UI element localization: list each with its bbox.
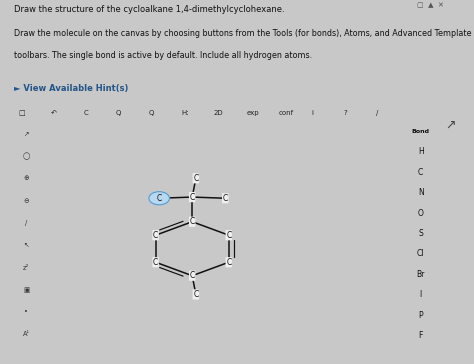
Text: H: H: [418, 147, 424, 156]
Text: Br: Br: [417, 270, 425, 279]
Text: N: N: [418, 188, 424, 197]
Text: C: C: [226, 258, 231, 267]
Text: C: C: [193, 174, 199, 183]
Text: Bond: Bond: [412, 129, 429, 134]
Text: C: C: [153, 231, 158, 240]
Text: C: C: [83, 110, 88, 116]
Text: /: /: [25, 220, 27, 226]
Text: C: C: [190, 271, 195, 280]
Text: z²: z²: [23, 265, 29, 270]
Text: ↶: ↶: [51, 110, 57, 116]
Text: A¹: A¹: [23, 331, 29, 337]
Text: ?: ?: [344, 110, 347, 116]
Text: ↖: ↖: [23, 242, 29, 248]
Text: S: S: [418, 229, 423, 238]
Text: H:: H:: [181, 110, 189, 116]
Text: ⊖: ⊖: [23, 198, 29, 203]
Text: C: C: [223, 194, 228, 203]
Text: conf: conf: [279, 110, 294, 116]
Text: ◯: ◯: [22, 152, 30, 160]
Text: Draw the molecule on the canvas by choosing buttons from the Tools (for bonds), : Draw the molecule on the canvas by choos…: [14, 28, 472, 37]
Text: exp: exp: [246, 110, 259, 116]
Text: ▣: ▣: [23, 287, 29, 293]
Text: C: C: [418, 168, 423, 177]
Text: I: I: [419, 290, 422, 299]
Text: ▢  ▲  ✕: ▢ ▲ ✕: [417, 2, 444, 8]
Text: C: C: [193, 290, 199, 299]
Text: Q: Q: [148, 110, 154, 116]
Text: ⊕: ⊕: [23, 175, 29, 181]
Text: •: •: [24, 309, 28, 315]
Text: C: C: [153, 258, 158, 267]
Text: /: /: [376, 110, 379, 116]
Text: O: O: [418, 209, 424, 218]
Text: Q: Q: [116, 110, 121, 116]
Text: ► View Available Hint(s): ► View Available Hint(s): [14, 84, 128, 92]
Text: i: i: [311, 110, 313, 116]
Circle shape: [149, 192, 169, 205]
Text: 2D: 2D: [214, 110, 223, 116]
Text: C: C: [190, 217, 195, 226]
Text: P: P: [419, 310, 423, 320]
Text: F: F: [419, 331, 423, 340]
Text: C: C: [156, 194, 162, 203]
Text: C: C: [226, 231, 231, 240]
Text: Cl: Cl: [417, 249, 424, 258]
Text: ↗: ↗: [23, 131, 29, 136]
Text: Draw the structure of the cycloalkane 1,4-dimethylcyclohexane.: Draw the structure of the cycloalkane 1,…: [14, 5, 285, 14]
Text: □: □: [18, 110, 25, 116]
Text: toolbars. The single bond is active by default. Include all hydrogen atoms.: toolbars. The single bond is active by d…: [14, 51, 312, 60]
Text: C: C: [190, 193, 195, 202]
Text: ↗: ↗: [445, 119, 456, 132]
